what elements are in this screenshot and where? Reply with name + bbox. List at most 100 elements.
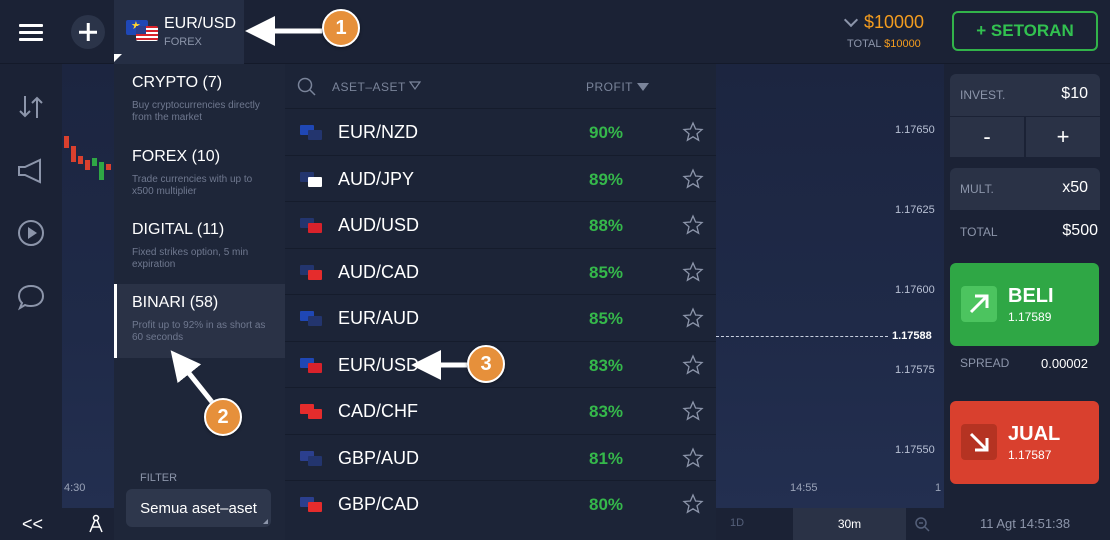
search-icon[interactable]: [297, 77, 317, 97]
increase-button[interactable]: +: [1026, 117, 1100, 157]
invest-label: INVEST.: [960, 88, 1006, 102]
favorite-star-icon[interactable]: [682, 446, 704, 469]
total-label: TOTAL: [960, 225, 998, 239]
sell-label: JUAL: [1008, 423, 1061, 445]
asset-row[interactable]: CAD/CHF 83%: [285, 387, 716, 434]
currency-flag-icon: [300, 450, 322, 466]
total-value: $500: [1062, 222, 1098, 239]
chat-icon[interactable]: [16, 282, 46, 312]
trades-arrows-icon[interactable]: [16, 92, 46, 122]
asset-row[interactable]: GBP/AUD 81%: [285, 433, 716, 481]
timeframe-30m[interactable]: 30m: [793, 508, 906, 540]
price-tick: 1.17625: [895, 204, 935, 216]
arrow-up-right-icon: [961, 286, 997, 322]
asset-row[interactable]: AUD/CAD 85%: [285, 247, 716, 295]
time-axis-label: 14:55: [790, 482, 818, 494]
candle: [106, 164, 111, 170]
asset-list-header: ASET–ASET PROFIT: [285, 64, 716, 108]
favorite-star-icon[interactable]: [682, 493, 704, 515]
favorite-star-icon[interactable]: [682, 167, 704, 190]
asset-row-name: CAD/CHF: [338, 401, 418, 421]
active-asset-type: FOREX: [164, 36, 202, 48]
currency-flag-icon: [300, 357, 322, 373]
category-description: Profit up to 92% in as short as 60 secon…: [132, 320, 266, 343]
currency-flag-icon: [300, 171, 322, 187]
zoom-icon[interactable]: [914, 516, 930, 532]
favorite-star-icon[interactable]: [682, 400, 704, 422]
invest-stepper: - +: [950, 117, 1100, 157]
spread-value: 0.00002: [1041, 356, 1088, 371]
category-title: FOREX (10): [132, 148, 221, 165]
category-title: CRYPTO (7): [132, 74, 223, 91]
annotation-callout: 3: [467, 345, 505, 383]
currency-flag-icon: [300, 264, 322, 280]
price-tick: 1.17600: [895, 284, 935, 296]
candle: [64, 136, 69, 148]
tab-pointer: [114, 54, 122, 62]
buy-label: BELI: [1008, 285, 1054, 307]
deposit-button[interactable]: + SETORAN: [952, 11, 1098, 51]
asset-row[interactable]: EUR/USD 83%: [285, 340, 716, 388]
currency-flag-icon: [300, 404, 322, 419]
favorite-star-icon[interactable]: [682, 353, 704, 376]
chevron-down-icon[interactable]: [843, 12, 859, 28]
category-panel: CRYPTO (7) Buy cryptocurrencies directly…: [114, 64, 285, 540]
category-digital[interactable]: DIGITAL (11) Fixed strikes option, 5 min…: [114, 211, 285, 285]
filter-select[interactable]: Semua aset–aset: [126, 489, 271, 527]
hamburger-icon: [19, 20, 43, 45]
asset-list-panel: ASET–ASET PROFIT EUR/NZD 90% AUD/JPY 89% AUD…: [285, 64, 716, 540]
column-header-assets[interactable]: ASET–ASET: [332, 80, 406, 94]
left-sidebar: [0, 64, 62, 508]
category-forex[interactable]: FOREX (10) Trade currencies with up to x…: [114, 138, 285, 212]
annotation-callout: 2: [204, 398, 242, 436]
balance-amount[interactable]: $10000: [864, 12, 925, 32]
compass-tool-icon[interactable]: [86, 514, 106, 534]
decrease-button[interactable]: -: [950, 117, 1024, 157]
candle: [99, 162, 104, 180]
collapse-sidebar-button[interactable]: <<: [22, 514, 44, 534]
asset-row[interactable]: GBP/CAD 80%: [285, 480, 716, 527]
balance-total-value: $10000: [884, 38, 921, 50]
megaphone-icon[interactable]: [16, 156, 46, 186]
currency-flag-icon: [300, 125, 322, 140]
asset-row[interactable]: AUD/USD 88%: [285, 201, 716, 248]
play-icon[interactable]: [16, 218, 46, 248]
sell-price: 1.17587: [1008, 448, 1052, 462]
top-bar: EUR/USD FOREX $10000 TOTAL $10000 + SETO…: [0, 0, 1110, 64]
category-title: DIGITAL (11): [132, 221, 225, 238]
multiplier-label: MULT.: [960, 182, 994, 196]
candle: [78, 156, 83, 164]
asset-row-profit: 80%: [589, 495, 624, 514]
timeframe-1d[interactable]: 1D: [730, 517, 745, 529]
favorite-star-icon[interactable]: [682, 121, 704, 143]
invest-field[interactable]: INVEST. $10: [950, 74, 1100, 116]
asset-row[interactable]: EUR/NZD 90%: [285, 108, 716, 155]
category-binari[interactable]: BINARI (58) Profit up to 92% in as short…: [114, 284, 285, 358]
sell-button[interactable]: JUAL 1.17587: [950, 401, 1099, 484]
time-axis-label: 1: [935, 482, 942, 494]
active-asset-tab[interactable]: EUR/USD FOREX: [114, 0, 244, 64]
category-crypto[interactable]: CRYPTO (7) Buy cryptocurrencies directly…: [114, 64, 285, 138]
buy-price: 1.17589: [1008, 310, 1052, 324]
eu-us-flag-icon: [126, 19, 160, 42]
price-tick: 1.17575: [895, 364, 935, 376]
asset-row-profit: 81%: [589, 448, 624, 468]
asset-row[interactable]: EUR/AUD 85%: [285, 294, 716, 341]
category-title: BINARI (58): [132, 294, 219, 311]
time-axis-label: 4:30: [64, 482, 86, 494]
favorite-star-icon[interactable]: [682, 214, 704, 236]
plus-icon: [71, 15, 105, 49]
buy-button[interactable]: BELI 1.17589: [950, 263, 1099, 346]
asset-row[interactable]: AUD/JPY 89%: [285, 154, 716, 202]
menu-button[interactable]: [0, 0, 62, 64]
asset-row-name: AUD/CAD: [338, 261, 420, 282]
asset-row-profit: 89%: [589, 169, 624, 189]
arrow-down-right-icon: [961, 424, 997, 460]
multiplier-field[interactable]: MULT. x50: [950, 168, 1100, 210]
favorite-star-icon[interactable]: [682, 307, 704, 329]
column-header-profit[interactable]: PROFIT: [586, 80, 633, 94]
favorite-star-icon[interactable]: [682, 260, 704, 283]
add-asset-button[interactable]: [62, 0, 114, 64]
price-tick: 1.17550: [895, 444, 935, 456]
server-datetime: 11 Agt 14:51:38: [980, 516, 1071, 531]
